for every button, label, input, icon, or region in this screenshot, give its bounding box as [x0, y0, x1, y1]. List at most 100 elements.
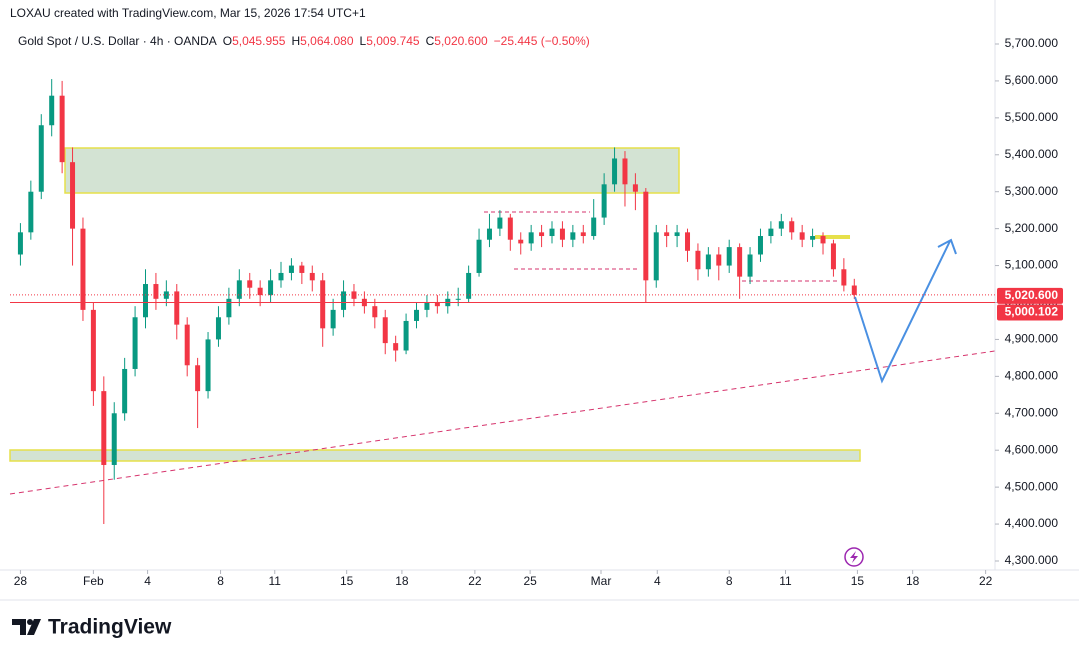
candle-body [143, 284, 149, 318]
candle-body [351, 291, 357, 299]
candle-body [674, 232, 680, 237]
candle-body [393, 343, 399, 351]
y-tick-label: 4,600.000 [1005, 442, 1059, 456]
candle-body [466, 272, 472, 299]
y-tick-label: 5,200.000 [1005, 221, 1059, 235]
x-tick-label: 8 [726, 574, 733, 588]
x-tick-label: 11 [779, 574, 792, 588]
supply-zone [64, 147, 680, 194]
candle-body [695, 250, 701, 270]
y-tick-label: 4,500.000 [1005, 479, 1059, 493]
legend-key: C [426, 34, 435, 48]
legend-change: −25.445 (−0.50%) [494, 34, 590, 48]
x-tick-label: 4 [654, 574, 661, 588]
event-icon [844, 547, 864, 567]
legend-key: O [223, 34, 232, 48]
candle-body [830, 243, 836, 270]
y-tick-label: 4,400.000 [1005, 516, 1059, 530]
legend-value: 5,064.080 [300, 34, 354, 48]
candle-body [174, 291, 180, 325]
candle-body [716, 254, 722, 266]
x-tick-label: 11 [269, 574, 282, 588]
y-tick-label: 4,900.000 [1005, 332, 1059, 346]
x-tick-label: Mar [591, 574, 612, 588]
candle-body [70, 162, 76, 229]
credit: LOXAU created with TradingView.com, Mar … [10, 6, 366, 20]
projection-arrow [854, 240, 951, 384]
candle-body [205, 339, 211, 392]
candle-body [820, 236, 826, 244]
candle-body [288, 265, 294, 273]
candle-body [111, 413, 117, 465]
candle-body [476, 239, 482, 273]
candle-body [49, 95, 55, 126]
legend-value: 5,009.745 [366, 34, 420, 48]
candle-body [747, 254, 753, 277]
candle-body [726, 247, 732, 266]
candle-body [612, 158, 618, 185]
symbol-title: Gold Spot / U.S. Dollar · 4h · OANDA [18, 34, 217, 48]
candle-body [768, 228, 774, 237]
x-tick-label: 28 [14, 574, 28, 588]
candle-body [664, 232, 670, 237]
candle-body [215, 317, 221, 340]
candle-body [653, 232, 659, 281]
candle-body [414, 309, 420, 321]
y-tick-label: 5,600.000 [1005, 73, 1059, 87]
arrow-head [937, 238, 957, 255]
candle-body [580, 232, 586, 237]
candle-body [643, 191, 649, 281]
candle-body [278, 272, 284, 281]
price-label-box [997, 287, 1063, 304]
x-tick-label: 15 [340, 574, 354, 588]
trend-line [9, 350, 996, 495]
price-label-box [997, 304, 1063, 321]
candle-body [685, 232, 691, 251]
candle-body [153, 284, 159, 299]
y-tick-label: 5,400.000 [1005, 147, 1059, 161]
candle-body [341, 291, 347, 310]
candle-body [320, 280, 326, 329]
candle-body [497, 217, 503, 229]
x-tick-label: 18 [395, 574, 409, 588]
y-tick-label: 5,700.000 [1005, 36, 1059, 50]
y-tick-label: 5,500.000 [1005, 110, 1059, 124]
candle-body [591, 217, 597, 237]
price-label: 5,020.600 [1005, 288, 1059, 302]
candle-body [59, 95, 65, 163]
candle-body [539, 232, 545, 237]
x-tick-label: 22 [979, 574, 993, 588]
candle-body [507, 217, 513, 240]
legend-value: 5,020.600 [434, 34, 488, 48]
x-tick-label: 25 [523, 574, 537, 588]
candle-body [528, 232, 534, 244]
legend-key: L [360, 34, 367, 48]
price-label: 5,000.102 [1005, 305, 1059, 319]
y-tick-label: 5,100.000 [1005, 258, 1059, 272]
candle-body [299, 265, 305, 273]
candle-body [403, 320, 409, 351]
x-tick-label: 18 [906, 574, 920, 588]
candle-body [226, 298, 232, 318]
candle-body [737, 247, 743, 277]
candle-body [757, 236, 763, 255]
y-tick-label: 4,300.000 [1005, 553, 1059, 567]
candle-body [195, 365, 201, 392]
candle-body [268, 280, 274, 296]
legend-value: 5,045.955 [232, 34, 286, 48]
x-tick-label: 15 [851, 574, 865, 588]
candle-body [372, 306, 378, 318]
candle-body [434, 302, 440, 307]
candle-body [455, 298, 461, 300]
x-tick-label: 22 [468, 574, 482, 588]
candle-body [559, 228, 565, 240]
x-tick-label: Feb [83, 574, 104, 588]
demand-zone [9, 449, 861, 462]
candle-body [841, 269, 847, 286]
y-tick-label: 5,300.000 [1005, 184, 1059, 198]
y-tick-label: 4,700.000 [1005, 405, 1059, 419]
candle-body [789, 221, 795, 233]
candle-body [330, 309, 336, 329]
